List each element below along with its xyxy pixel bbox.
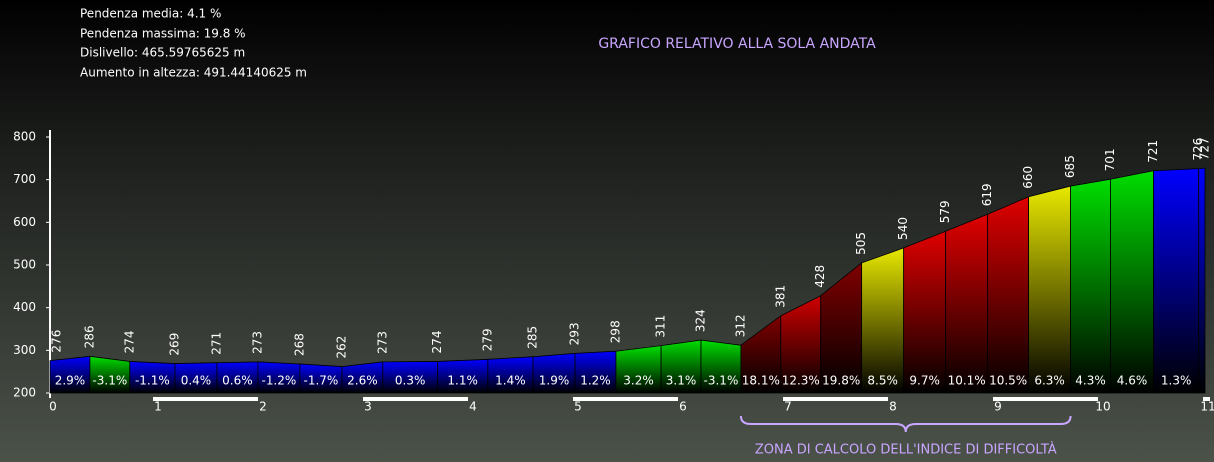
segment [1070, 178, 1111, 394]
segment [987, 196, 1029, 394]
elevation-label: 262 [334, 336, 348, 359]
y-tick-label: 800 [13, 130, 36, 144]
elevation-label: 274 [430, 331, 444, 354]
x-tick-label: 2 [259, 400, 267, 414]
segment [1110, 170, 1154, 394]
segment [945, 213, 989, 394]
gradient-label: 10.1% [948, 374, 986, 388]
elevation-label: 276 [50, 330, 64, 353]
gradient-label: 4.6% [1117, 374, 1148, 388]
y-tick-label: 200 [13, 386, 36, 400]
x-tick-label: 8 [889, 400, 897, 414]
x-band [363, 397, 468, 401]
elevation-label: 298 [608, 320, 622, 343]
gradient-label: 0.3% [395, 374, 426, 388]
gradient-label: -1.7% [303, 374, 338, 388]
stat: Dislivello: 465.59765625 m [80, 46, 245, 60]
gradient-label: 1.2% [580, 374, 611, 388]
gradient-label: 3.1% [666, 374, 697, 388]
elevation-label: 428 [813, 265, 827, 288]
gradient-label: 1.1% [447, 374, 478, 388]
elevation-label: 271 [209, 332, 223, 355]
elevation-label: 312 [733, 314, 747, 337]
gradient-label: 0.4% [181, 374, 212, 388]
y-tick-label: 500 [13, 258, 36, 272]
x-tick-label: 9 [994, 400, 1002, 414]
x-band [153, 397, 258, 401]
stat: Pendenza massima: 19.8 % [80, 27, 246, 41]
elevation-label: 727 [1198, 137, 1212, 160]
elevation-label: 269 [167, 333, 181, 356]
gradient-label: 10.5% [989, 374, 1027, 388]
stat: Pendenza media: 4.1 % [80, 7, 221, 21]
elevation-label: 273 [250, 331, 264, 354]
x-band [993, 397, 1098, 401]
elevation-label: 685 [1063, 155, 1077, 178]
x-tick-label: 3 [364, 400, 372, 414]
elevation-label: 324 [694, 309, 708, 332]
gradient-label: 8.5% [867, 374, 898, 388]
gradient-label: 9.7% [909, 374, 940, 388]
segment [1028, 185, 1071, 394]
gradient-label: 2.9% [55, 374, 86, 388]
x-tick-label: 5 [574, 400, 582, 414]
gradient-label: 4.3% [1075, 374, 1106, 388]
elevation-label: 293 [568, 322, 582, 345]
elevation-label: 701 [1103, 148, 1117, 171]
gradient-label: 6.3% [1034, 374, 1065, 388]
gradient-label: 2.6% [347, 374, 378, 388]
gradient-label: 1.4% [495, 374, 526, 388]
x-tick-label: 4 [469, 400, 477, 414]
gradient-label: 18.1% [742, 374, 780, 388]
elevation-label: 274 [122, 331, 136, 354]
elevation-label: 579 [938, 200, 952, 223]
gradient-label: 3.2% [623, 374, 654, 388]
elevation-label: 726 [1191, 138, 1205, 161]
elevation-label: 285 [526, 326, 540, 349]
x-tick-label: 11 [1200, 400, 1214, 414]
x-tick-label: 10 [1095, 400, 1110, 414]
elevation-label: 311 [654, 315, 668, 338]
gradient-label: -1.2% [261, 374, 296, 388]
elevation-label: 505 [854, 232, 868, 255]
segment [1198, 167, 1206, 394]
y-tick-label: 700 [13, 172, 36, 186]
y-tick-label: 600 [13, 215, 36, 229]
elevation-label: 619 [980, 183, 994, 206]
y-tick-label: 400 [13, 300, 36, 314]
brace [739, 415, 1072, 433]
segment [903, 230, 947, 394]
x-band [573, 397, 678, 401]
x-band [783, 397, 888, 401]
elevation-label: 721 [1146, 140, 1160, 163]
chart-title: GRAFICO RELATIVO ALLA SOLA ANDATA [598, 36, 876, 52]
elevation-label: 286 [82, 325, 96, 348]
elevation-label: 381 [773, 285, 787, 308]
gradient-label: -1.1% [135, 374, 170, 388]
x-tick-label: 6 [679, 400, 687, 414]
x-tick-label: 7 [784, 400, 792, 414]
annotation: ZONA DI CALCOLO DELL'INDICE DI DIFFICOLT… [755, 442, 1057, 458]
segment [861, 247, 905, 394]
gradient-label: 1.9% [539, 374, 570, 388]
x-tick-label: 1 [154, 400, 162, 414]
gradient-label: 19.8% [822, 374, 860, 388]
gradient-label: 1.3% [1161, 374, 1192, 388]
elevation-label: 268 [292, 333, 306, 356]
elevation-label: 279 [480, 328, 494, 351]
gradient-label: 0.6% [222, 374, 253, 388]
x-band [1203, 397, 1210, 401]
elevation-label: 273 [375, 331, 389, 354]
elevation-label: 660 [1021, 166, 1035, 189]
segment [1153, 168, 1200, 394]
gradient-label: -3.1% [704, 374, 739, 388]
gradient-label: -3.1% [92, 374, 127, 388]
elevation-label: 540 [896, 217, 910, 240]
stat: Aumento in altezza: 491.44140625 m [80, 66, 307, 80]
x-tick-label: 0 [49, 400, 57, 414]
gradient-label: 12.3% [782, 374, 820, 388]
y-tick-label: 300 [13, 343, 36, 357]
